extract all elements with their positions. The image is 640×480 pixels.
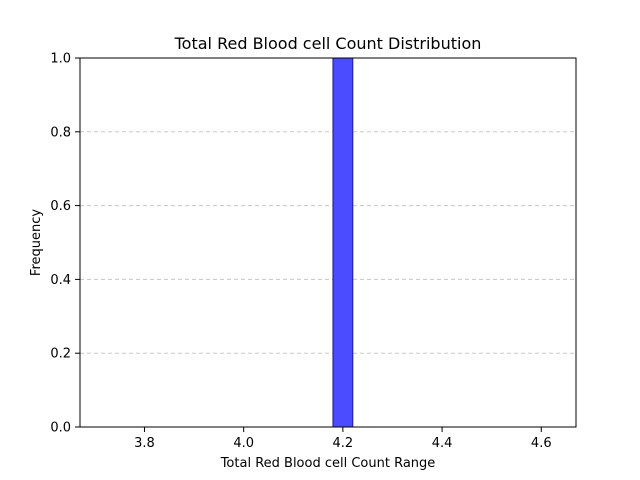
bars [332, 57, 354, 428]
x-axis-ticks: 3.8 4.0 4.2 4.4 4.6 [134, 427, 552, 451]
y-tick-label-2: 0.4 [50, 273, 71, 288]
x-tick-label-4: 4.6 [531, 436, 552, 451]
y-tick-label-0: 0.0 [50, 421, 71, 436]
y-tick-label-3: 0.6 [50, 199, 71, 214]
y-tick-label-1: 0.2 [50, 347, 71, 362]
x-tick-label-0: 3.8 [134, 436, 155, 451]
plot-area-frame [79, 57, 577, 428]
histogram-bar-12 [332, 57, 354, 428]
y-axis-label: Frequency [29, 209, 44, 276]
y-axis-ticks: 0.0 0.2 0.4 0.6 0.8 1.0 [50, 52, 80, 436]
x-axis-label: Total Red Blood cell Count Range [220, 456, 436, 471]
x-tick-label-3: 4.4 [432, 436, 453, 451]
x-tick-label-1: 4.0 [233, 436, 254, 451]
y-tick-label-4: 0.8 [50, 125, 71, 140]
x-tick-label-2: 4.2 [333, 436, 354, 451]
chart-title: Total Red Blood cell Count Distribution [174, 34, 482, 53]
y-tick-label-5: 1.0 [50, 52, 71, 67]
